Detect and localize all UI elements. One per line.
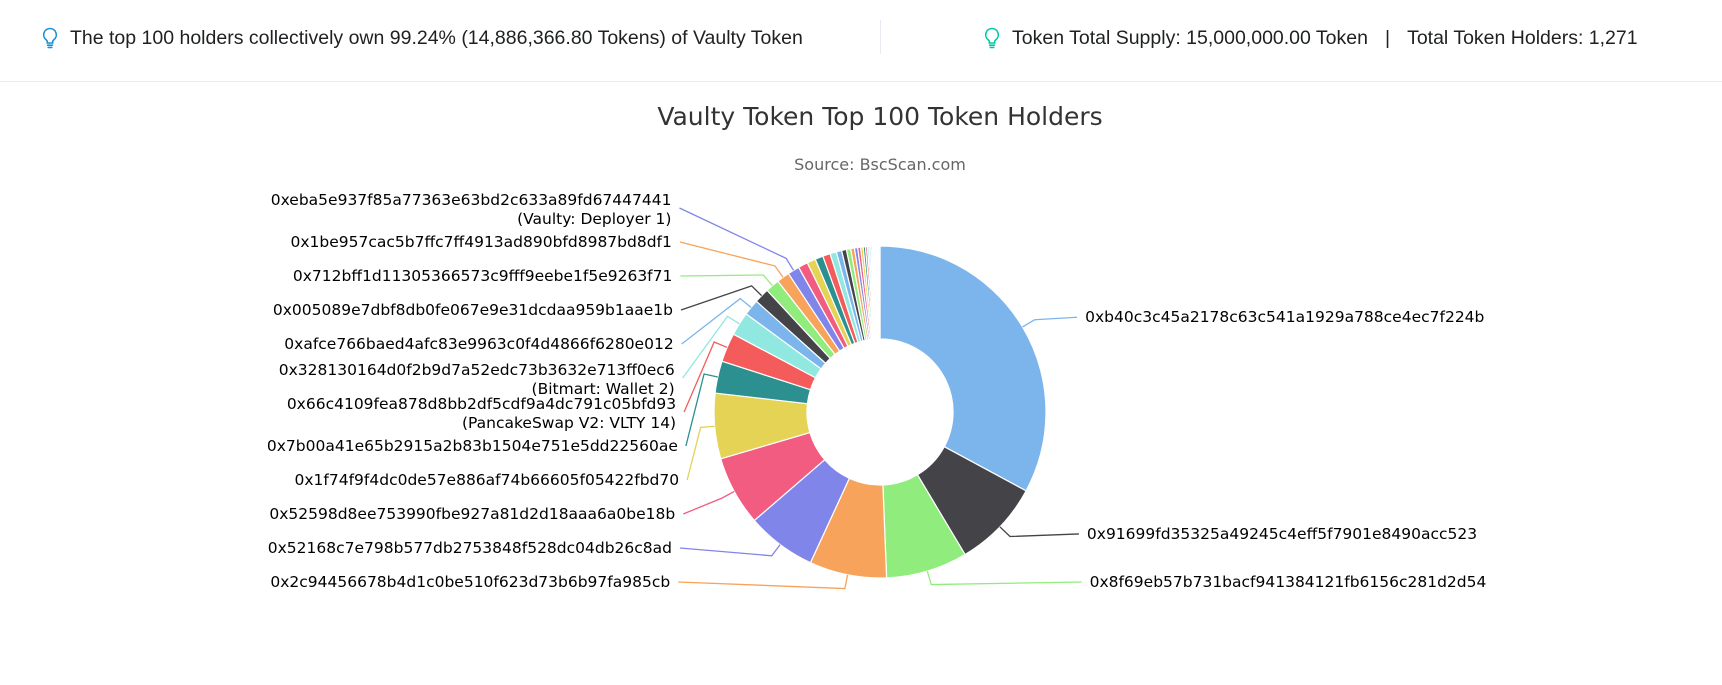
slice-label: 0x328130164d0f2b9d7a52edc73b3632e713ff0e… <box>279 361 675 398</box>
label-connector <box>999 526 1079 538</box>
slice-label: 0xeba5e937f85a77363e63bd2c633a89fd674474… <box>271 191 672 228</box>
connectors-group <box>678 207 1082 590</box>
total-supply-text: Token Total Supply: 15,000,000.00 Token <box>1012 26 1368 49</box>
slice-label: 0x1f74f9f4dc0de57e886af74b66605f05422fbd… <box>295 471 680 489</box>
supply-summary: Token Total Supply: 15,000,000.00 Token … <box>982 0 1638 76</box>
label-connector <box>679 207 795 271</box>
slice-label: 0x005089e7dbf8db0fe067e9e31dcdaa959b1aae… <box>273 301 673 319</box>
summary-divider <box>880 20 881 54</box>
label-connector <box>678 574 849 590</box>
label-connector <box>679 241 784 278</box>
top-holders-text: The top 100 holders collectively own 99.… <box>70 26 803 49</box>
slice-label: 0x2c94456678b4d1c0be510f623d73b6b97fa985… <box>270 573 670 591</box>
slice-label: 0x66c4109fea878d8bb2df5cdf9a4dc791c05bfd… <box>287 395 676 432</box>
slice-label: 0x91699fd35325a49245c4eff5f7901e8490acc5… <box>1087 525 1477 543</box>
label-connector <box>685 373 718 447</box>
label-connector <box>681 297 752 345</box>
label-connector <box>683 341 728 413</box>
slice-label: 0x8f69eb57b731bacf941384121fb6156c281d2d… <box>1090 573 1487 591</box>
label-connector <box>680 285 763 311</box>
chart-title: Vaulty Token Top 100 Token Holders <box>657 102 1102 131</box>
slice-label: 0x52168c7e798b577db2753848f528dc04db26c8… <box>268 539 672 557</box>
chart-subtitle: Source: BscScan.com <box>794 155 966 174</box>
label-connector <box>682 315 740 379</box>
lightbulb-icon <box>42 27 58 49</box>
slice-label: 0x52598d8ee753990fbe927a81d2d18aaa6a0be1… <box>269 505 675 523</box>
label-connector <box>680 274 773 287</box>
slice-label: 0x712bff1d11305366573c9fff9eebe1f5e9263f… <box>293 267 673 285</box>
top-holders-summary: The top 100 holders collectively own 99.… <box>40 0 803 76</box>
holders-donut-chart: Vaulty Token Top 100 Token Holders Sourc… <box>267 102 1486 591</box>
slice-label: 0xb40c3c45a2178c63c541a1929a788ce4ec7f22… <box>1085 308 1484 326</box>
slices-group <box>713 245 1047 579</box>
label-connector <box>926 570 1082 586</box>
total-holders-text: Total Token Holders: 1,271 <box>1407 26 1638 49</box>
pie-slice[interactable] <box>879 245 1047 492</box>
slice-label: 0x7b00a41e65b2915a2b83b1504e751e5dd22560… <box>267 437 678 455</box>
labels-group: 0xb40c3c45a2178c63c541a1929a788ce4ec7f22… <box>267 191 1486 591</box>
summary-separator: | <box>1384 26 1391 49</box>
label-connector <box>679 544 781 557</box>
label-connector <box>686 425 715 481</box>
token-summary-bar: The top 100 holders collectively own 99.… <box>0 0 1722 82</box>
label-connector <box>682 490 735 515</box>
lightbulb-icon <box>984 27 1000 49</box>
slice-label: 0xafce766baed4afc83e9963c0f4d4866f6280e0… <box>284 335 673 353</box>
slice-label: 0x1be957cac5b7ffc7ff4913ad890bfd8987bd8d… <box>291 233 672 251</box>
label-connector <box>1022 316 1078 328</box>
